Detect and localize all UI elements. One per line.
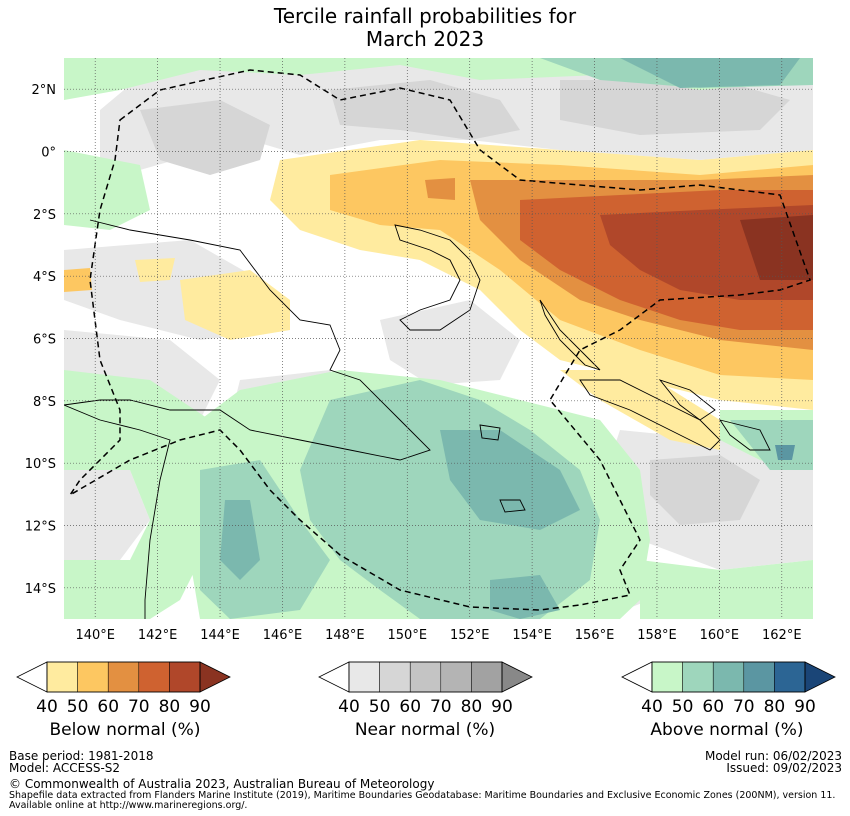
legend-extend-min: [621, 661, 653, 693]
base-period: Base period: 1981-2018: [9, 749, 154, 763]
legend-tick-label: 60: [702, 697, 724, 717]
legend-tick-label: 40: [338, 697, 360, 717]
longitude-labels: 140°E 142°E 144°E 146°E 148°E 150°E 152°E 154°E…: [75, 628, 801, 643]
legend-tick-label: 40: [641, 697, 663, 717]
lon-tick-label: 158°E: [637, 628, 677, 643]
legend-tick-label: 80: [461, 697, 483, 717]
lat-tick-label: 2°S: [33, 208, 56, 223]
lat-tick-label: 10°S: [25, 457, 56, 472]
shapefile-credit-line1: Shapefile data extracted from Flanders M…: [9, 790, 836, 801]
legend-outline: [348, 661, 503, 693]
lat-tick-label: 14°S: [25, 582, 56, 597]
lon-tick-label: 152°E: [450, 628, 490, 643]
issued-date: Issued: 09/02/2023: [726, 761, 842, 775]
above-normal-legend-label: Above normal (%): [650, 720, 804, 740]
lon-tick-label: 162°E: [762, 628, 802, 643]
legend-extend-min: [16, 661, 48, 693]
legend-color-box: [77, 661, 109, 693]
legend-tick-label: 60: [97, 697, 119, 717]
legend-color-box: [409, 661, 442, 693]
legend-extend-max: [199, 661, 231, 693]
lat-tick-label: 4°S: [33, 270, 56, 285]
map-title-line2: March 2023: [365, 27, 485, 51]
legend-color-box: [471, 661, 503, 693]
legend-outline: [651, 661, 806, 693]
lat-tick-label: 8°S: [33, 395, 56, 410]
legend-color-box: [107, 661, 140, 693]
legend-tick-label: 60: [399, 697, 421, 717]
legend-colorbar: 40 50 60 70 80 90: [16, 661, 231, 717]
lon-tick-label: 156°E: [575, 628, 615, 643]
lat-tick-label: 12°S: [25, 520, 56, 535]
legend-tick-label: 80: [159, 697, 181, 717]
model-run-date: Model run: 06/02/2023: [704, 749, 842, 763]
legend-colorbar: 40 50 60 70 80 90: [621, 661, 836, 717]
legend-tick-label: 50: [672, 697, 694, 717]
below-normal-legend-label: Below normal (%): [49, 720, 201, 740]
legend-color-box: [774, 661, 806, 693]
legend-extend-min: [318, 661, 350, 693]
lon-tick-label: 154°E: [512, 628, 552, 643]
lon-tick-label: 146°E: [263, 628, 303, 643]
legend-color-box: [743, 661, 775, 693]
legend-extend-max: [804, 661, 836, 693]
copyright: © Commonwealth of Australia 2023, Austra…: [9, 777, 435, 791]
latitude-labels: 2°N 0° 2°S 4°S 6°S 8°S 10°S 12°S 14°S: [25, 83, 56, 597]
coastlines: [64, 219, 771, 619]
legend-tick-label: 40: [36, 697, 58, 717]
legend-color-box: [46, 661, 78, 693]
legend-color-box: [348, 661, 380, 693]
legend-tick-label: 90: [189, 697, 211, 717]
lat-tick-label: 0°: [41, 146, 56, 161]
lat-tick-label: 2°N: [32, 83, 57, 98]
legend-tick-label: 90: [794, 697, 816, 717]
gridlines: [64, 58, 813, 619]
below-normal-regions: [64, 140, 813, 450]
eez-boundary: [69, 69, 811, 611]
shapefile-credit-line2: Available online at http://www.marinereg…: [9, 800, 248, 811]
map-title-line1: Tercile rainfall probabilities for: [273, 4, 577, 28]
legend-color-box: [379, 661, 411, 693]
legend-color-box: [712, 661, 745, 693]
legend-tick-label: 70: [128, 697, 150, 717]
lon-tick-label: 148°E: [325, 628, 365, 643]
legend-tick-label: 70: [733, 697, 755, 717]
lon-tick-label: 160°E: [700, 628, 740, 643]
model-name: Model: ACCESS-S2: [9, 761, 121, 775]
legend-color-box: [169, 661, 201, 693]
legend-tick-label: 90: [491, 697, 513, 717]
legend-tick-label: 80: [764, 697, 786, 717]
legend-extend-max: [501, 661, 533, 693]
near-normal-legend-label: Near normal (%): [354, 720, 496, 740]
near-normal-regions: [64, 60, 813, 619]
lon-tick-label: 144°E: [200, 628, 240, 643]
legend-color-box: [682, 661, 714, 693]
legend-color-box: [651, 661, 683, 693]
above-normal-regions: [64, 58, 813, 619]
legend-colorbar: 40 50 60 70 80 90: [318, 661, 533, 717]
legend-tick-label: 50: [369, 697, 391, 717]
lon-tick-label: 142°E: [138, 628, 178, 643]
lon-tick-label: 140°E: [75, 628, 115, 643]
lon-tick-label: 150°E: [388, 628, 428, 643]
lat-tick-label: 6°S: [33, 333, 56, 348]
legend-outline: [46, 661, 201, 693]
legend-tick-label: 50: [67, 697, 89, 717]
legend-color-box: [138, 661, 170, 693]
legend-tick-label: 70: [430, 697, 452, 717]
legend-color-box: [440, 661, 472, 693]
